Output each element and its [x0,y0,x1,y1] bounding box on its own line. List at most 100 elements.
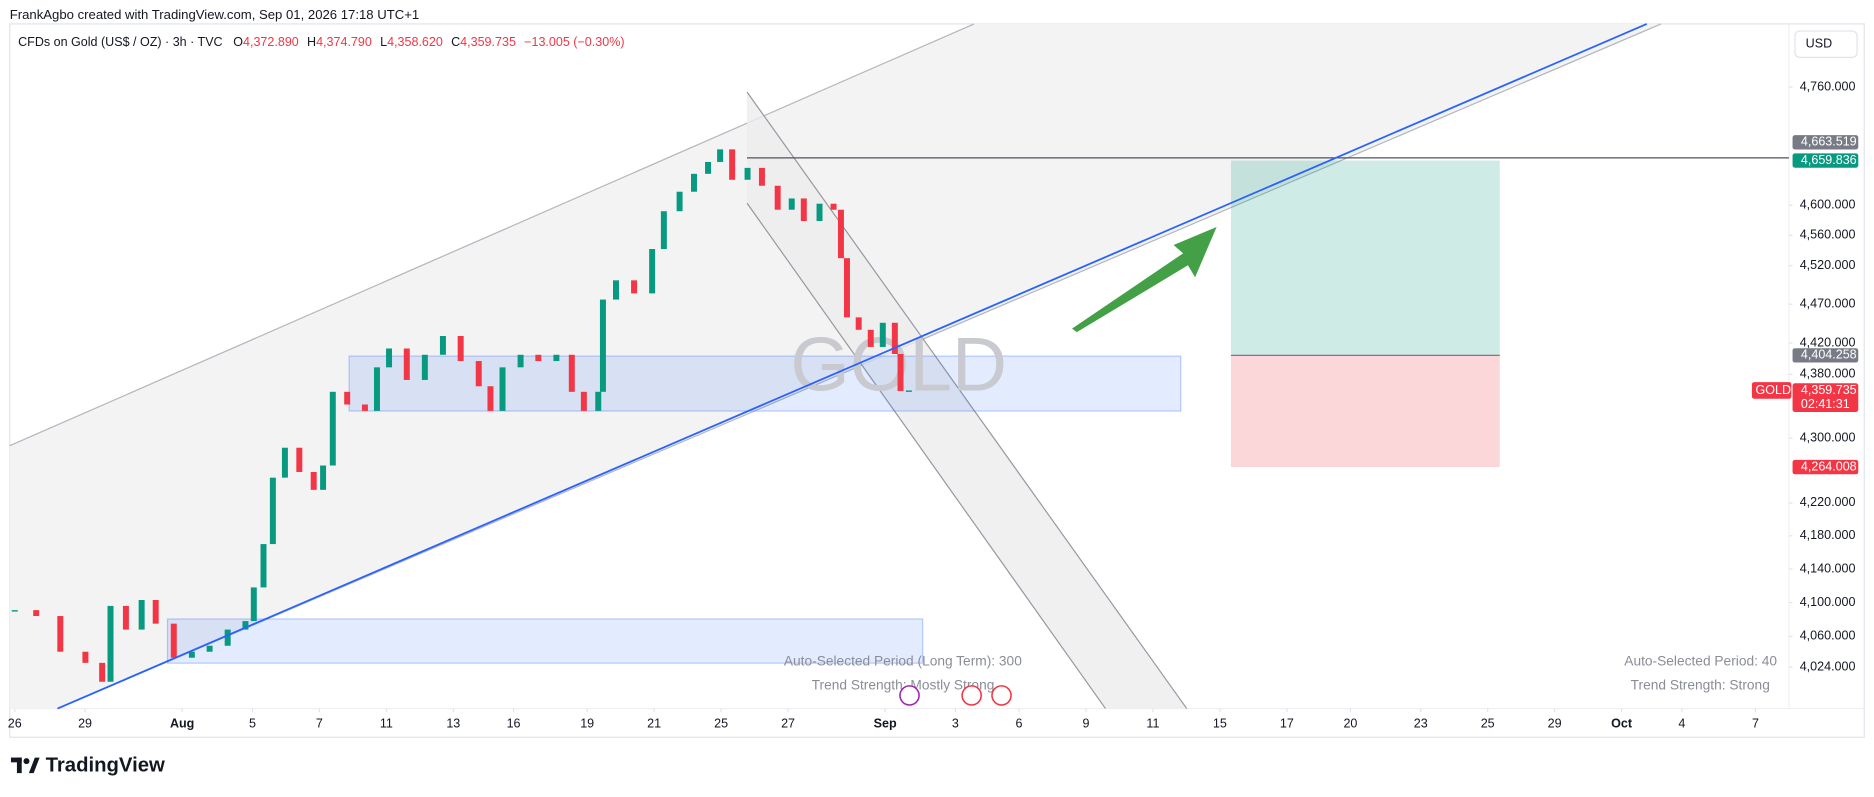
x-tick-label: 29 [78,716,92,730]
candle [535,354,542,362]
candle [487,386,494,411]
x-tick-label: 25 [1481,716,1495,730]
candle [82,651,89,663]
logo: TradingView [10,754,165,776]
candle [242,621,249,630]
currency-button[interactable] [1794,30,1858,58]
candle [33,610,40,617]
event-icon[interactable] [991,685,1012,706]
candle [613,280,619,300]
candle [843,258,850,318]
ohlc-value: 4,374.790 [316,35,372,49]
indicator-text: Auto-Selected Period (Long Term): 300 [784,654,1022,669]
candle [269,477,276,545]
y-tick-label: 4,380.000 [1800,367,1856,381]
x-tick-label: 7 [1752,716,1759,730]
axes: 4,760.000 4,600.000 4,560.000 4,520.000 4,47… [8,79,1859,730]
x-tick-label: 21 [647,716,661,730]
event-icon[interactable] [899,685,920,706]
zone [348,355,1182,412]
symbol-line: CFDs on Gold (US$ / OZ) · 3h · TVC O4,37… [18,35,624,49]
x-tick-label: 27 [781,716,795,730]
position-box [747,157,1789,468]
candle [99,662,106,682]
price-badge-label: 4,663.519 [1801,135,1857,149]
symbol-badge [1751,382,1792,399]
x-tick-label: 20 [1343,716,1357,730]
x-tick-label: 29 [1548,716,1562,730]
candle [439,336,446,355]
candle [224,629,231,646]
candle [403,348,410,380]
x-tick-label: Aug [170,716,194,730]
x-tick-label: Oct [1611,716,1633,730]
candle [107,605,114,682]
candle [568,354,575,392]
price-badge [1792,135,1859,150]
y-tick-label: 4,470.000 [1800,297,1856,311]
candle [676,191,683,212]
countdown: 02:41:31 [1801,397,1850,411]
logo-mark [28,757,40,774]
candle [816,203,823,222]
candle [830,203,837,210]
ohlc-value: 4,359.735 [460,35,516,49]
x-tick-label: 13 [446,716,460,730]
y-tick-label: 4,060.000 [1800,629,1856,643]
candle [705,161,712,174]
candle [421,354,428,380]
y-tick-label: 4,520.000 [1800,258,1856,272]
price-badge-label: 4,659.836 [1801,153,1857,167]
candle [517,354,524,368]
ohlc-key: H [307,35,316,49]
candle [386,348,393,368]
candle [373,367,380,411]
x-tick-label: 11 [380,716,393,730]
ohlc-value: 4,358.620 [387,35,443,49]
candle [897,353,904,392]
candle [152,600,159,624]
candle [475,361,482,387]
candle [320,465,327,490]
logo-text: TradingView [46,754,165,776]
candle [122,605,129,630]
change: −13.005 (−0.30%) [524,35,624,49]
ohlc-key: C [451,35,460,49]
candle [188,651,195,658]
candle [649,249,656,294]
y-tick-label: 4,100.000 [1800,595,1856,609]
y-tick-label: 4,300.000 [1800,430,1856,444]
x-tick-label: 16 [507,716,521,730]
x-tick-label: 4 [1678,716,1685,730]
candle [867,329,874,347]
candle [260,544,267,588]
x-tick-label: 6 [1016,716,1023,730]
candle [457,336,464,362]
candle [717,149,724,162]
candle [250,587,257,622]
candle [729,149,736,180]
x-tick-label: 23 [1414,716,1428,730]
x-tick-label: 26 [8,716,22,730]
candle [11,610,18,612]
candle [758,167,765,186]
y-tick-label: 4,560.000 [1800,228,1856,242]
price-badge [1792,383,1859,412]
candle [599,299,606,392]
candle [744,167,751,180]
y-tick-label: 4,600.000 [1800,198,1856,212]
candle [660,211,667,250]
currency-label[interactable]: USD [1806,37,1832,51]
candle [691,173,697,192]
logo-mark [23,758,30,765]
x-tick-label: 25 [714,716,728,730]
event-icon[interactable] [961,685,982,706]
candle [329,391,336,466]
price-badge [1792,348,1859,363]
candle [580,391,587,411]
candle [788,198,795,210]
x-tick-label: 3 [952,716,959,730]
x-tick-label: 17 [1280,716,1294,730]
